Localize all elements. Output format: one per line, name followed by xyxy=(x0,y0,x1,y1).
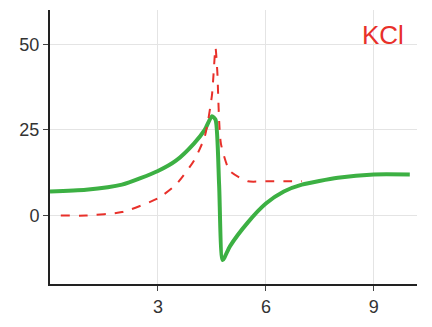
svg-text:50: 50 xyxy=(19,35,39,55)
svg-text:3: 3 xyxy=(153,297,163,317)
svg-text:0: 0 xyxy=(29,206,39,226)
svg-text:25: 25 xyxy=(19,120,39,140)
svg-text:6: 6 xyxy=(261,297,271,317)
svg-text:9: 9 xyxy=(369,297,379,317)
svg-text:KCl: KCl xyxy=(362,20,404,50)
